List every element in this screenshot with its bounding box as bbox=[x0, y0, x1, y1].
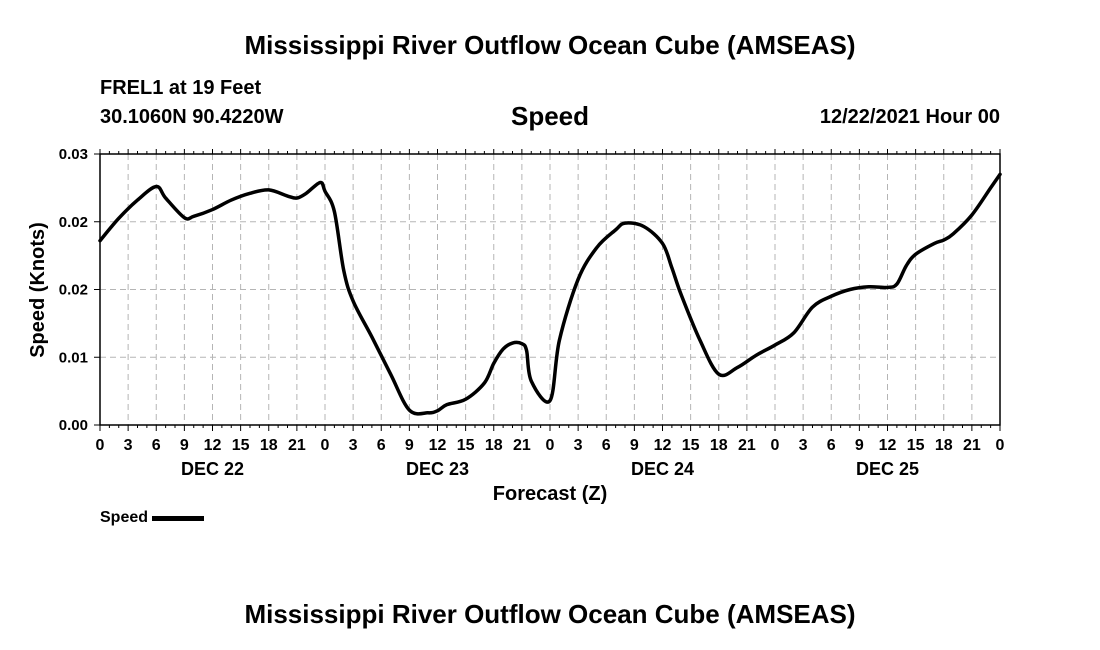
x-tick-label: 6 bbox=[152, 437, 161, 454]
x-tick-label: 3 bbox=[799, 437, 808, 454]
x-tick-label: 0 bbox=[996, 437, 1005, 454]
x-tick-label: 3 bbox=[574, 437, 583, 454]
x-tick-label: 15 bbox=[457, 437, 475, 454]
chart-main-title: Mississippi River Outflow Ocean Cube (AM… bbox=[244, 30, 856, 60]
legend: Speed bbox=[100, 509, 205, 527]
x-tick-label: 18 bbox=[935, 437, 953, 454]
x-tick-label: 0 bbox=[546, 437, 555, 454]
x-tick-label: 15 bbox=[907, 437, 925, 454]
grid bbox=[100, 154, 1000, 425]
x-tick-label: 9 bbox=[630, 437, 639, 454]
x-tick-label: 18 bbox=[260, 437, 278, 454]
y-tick-label: 0.02 bbox=[59, 214, 88, 231]
x-tick-label: 0 bbox=[96, 437, 105, 454]
x-day-label: DEC 25 bbox=[856, 459, 919, 479]
x-tick-label: 9 bbox=[405, 437, 414, 454]
series-line-speed bbox=[98, 172, 1002, 416]
x-tick-label: 12 bbox=[879, 437, 897, 454]
x-tick-label: 6 bbox=[377, 437, 386, 454]
x-tick-label: 6 bbox=[602, 437, 611, 454]
x-tick-label: 18 bbox=[485, 437, 503, 454]
datetime-label: 12/22/2021 Hour 00 bbox=[819, 106, 1000, 128]
y-tick-label: 0.03 bbox=[59, 146, 88, 163]
x-tick-label: 12 bbox=[654, 437, 672, 454]
footer-title: Mississippi River Outflow Ocean Cube (AM… bbox=[244, 599, 856, 629]
y-axis-title: Speed (Knots) bbox=[27, 222, 49, 358]
x-tick-label: 15 bbox=[232, 437, 250, 454]
coordinates-label: 30.1060N 90.4220W bbox=[100, 106, 284, 128]
x-tick-label: 9 bbox=[855, 437, 864, 454]
y-tick-label: 0.00 bbox=[59, 417, 88, 434]
legend-swatch bbox=[152, 515, 205, 521]
x-tick-label: 3 bbox=[349, 437, 358, 454]
axis-ticks bbox=[94, 149, 1001, 431]
x-tick-label: 21 bbox=[288, 437, 306, 454]
legend-label: Speed bbox=[100, 509, 149, 526]
x-tick-label: 0 bbox=[321, 437, 330, 454]
x-tick-label: 0 bbox=[771, 437, 780, 454]
x-tick-label: 21 bbox=[738, 437, 756, 454]
chart-variable-title: Speed bbox=[510, 101, 590, 131]
x-tick-label: 9 bbox=[180, 437, 189, 454]
x-tick-label: 12 bbox=[204, 437, 222, 454]
x-tick-label: 6 bbox=[827, 437, 836, 454]
x-tick-label: 21 bbox=[513, 437, 531, 454]
axis-labels: 0 3 6 9 12 15 18 21 0 3 6 9 12 15 18 21 0 3 6 9 12 15 18 21 0 3 6 9… bbox=[59, 146, 1005, 479]
x-day-label: DEC 23 bbox=[406, 459, 469, 479]
x-tick-label: 3 bbox=[124, 437, 133, 454]
x-axis-title: Forecast (Z) bbox=[493, 483, 607, 505]
x-tick-label: 12 bbox=[429, 437, 447, 454]
x-tick-label: 21 bbox=[963, 437, 981, 454]
x-tick-label: 18 bbox=[710, 437, 728, 454]
y-tick-label: 0.02 bbox=[59, 282, 88, 299]
x-day-label: DEC 22 bbox=[181, 459, 244, 479]
y-tick-label: 0.01 bbox=[59, 349, 88, 366]
x-tick-label: 15 bbox=[682, 437, 700, 454]
x-day-label: DEC 24 bbox=[631, 459, 694, 479]
station-label: FREL1 at 19 Feet bbox=[100, 77, 262, 99]
